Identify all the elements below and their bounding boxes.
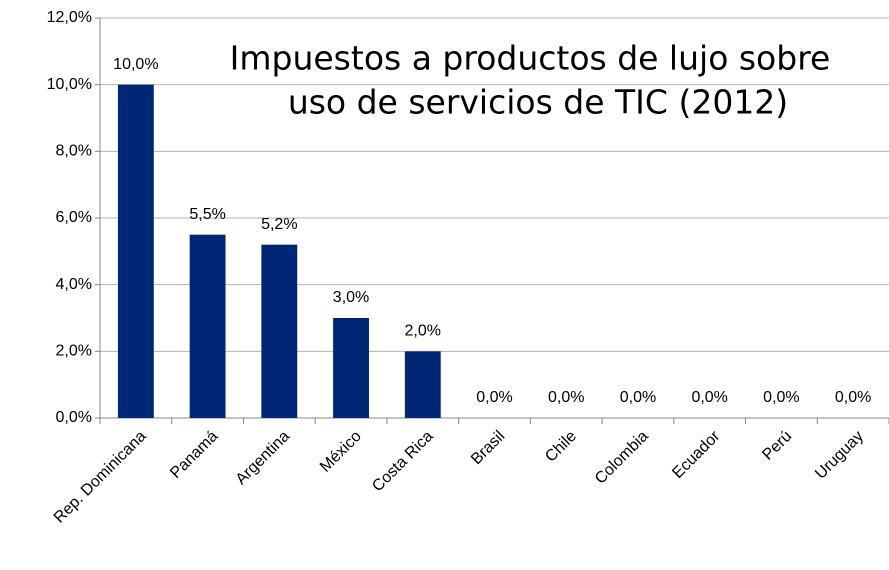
x-tick-label: Uruguay [812, 428, 867, 483]
data-label: 10,0% [113, 56, 158, 73]
data-label: 5,5% [189, 206, 225, 223]
y-tick-label: 12,0% [47, 9, 92, 26]
bar [333, 318, 369, 418]
y-tick-label: 6,0% [56, 209, 92, 226]
data-label: 0,0% [691, 389, 727, 406]
x-tick-label: Argentina [233, 428, 294, 489]
data-label: 5,2% [261, 216, 297, 233]
x-tick-label: Colombia [592, 428, 652, 488]
data-label: 0,0% [476, 389, 512, 406]
bar [261, 244, 298, 418]
data-label: 3,0% [333, 289, 369, 306]
x-tick-label: Ecuador [669, 427, 724, 482]
x-tick-label: México [317, 428, 365, 476]
data-label: 0,0% [548, 389, 584, 406]
y-tick-label: 8,0% [56, 143, 92, 160]
data-label: 0,0% [763, 389, 799, 406]
bar [117, 84, 154, 419]
y-tick-label: 2,0% [56, 343, 92, 360]
y-tick-label: 4,0% [56, 276, 92, 293]
data-label: 0,0% [620, 389, 656, 406]
x-tick-label: Brasil [468, 428, 508, 468]
chart-title: uso de servicios de TIC (2012) [288, 83, 788, 122]
y-tick-label: 10,0% [47, 76, 92, 93]
x-tick-label: Chile [542, 428, 580, 466]
data-label: 2,0% [405, 323, 441, 340]
bar [189, 234, 226, 418]
bar [404, 351, 441, 418]
chart-title: Impuestos a productos de lujo sobre [230, 39, 831, 78]
y-tick-label: 0,0% [56, 409, 92, 426]
x-tick-label: Rep. Dominicana [51, 428, 150, 527]
data-label: 0,0% [835, 389, 871, 406]
x-tick-label: Panamá [167, 428, 221, 482]
x-tick-label: Costa Rica [369, 428, 436, 495]
x-tick-label: Perú [759, 428, 795, 464]
